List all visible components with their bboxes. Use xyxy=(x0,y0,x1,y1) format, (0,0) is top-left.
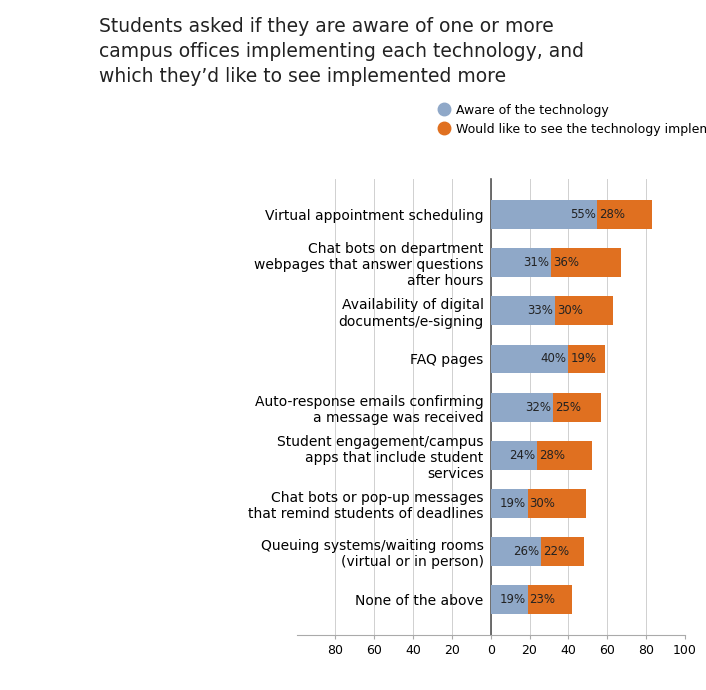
Bar xyxy=(527,489,586,518)
Text: 25%: 25% xyxy=(555,401,581,413)
Text: 19%: 19% xyxy=(499,497,525,510)
Bar xyxy=(491,297,555,325)
Text: 36%: 36% xyxy=(553,256,579,269)
Text: 33%: 33% xyxy=(527,304,553,317)
Text: 40%: 40% xyxy=(540,353,566,366)
Bar xyxy=(491,489,527,518)
Bar xyxy=(555,297,613,325)
Text: Students asked if they are aware of one or more
campus offices implementing each: Students asked if they are aware of one … xyxy=(99,17,584,86)
Bar xyxy=(597,200,652,229)
Text: 30%: 30% xyxy=(530,497,556,510)
Bar xyxy=(527,585,572,614)
Bar xyxy=(491,344,568,373)
Bar xyxy=(491,200,597,229)
Text: 28%: 28% xyxy=(599,208,626,221)
Text: 32%: 32% xyxy=(525,401,551,413)
Text: 30%: 30% xyxy=(556,304,582,317)
Text: 26%: 26% xyxy=(513,545,539,558)
Bar xyxy=(537,441,592,470)
Text: 23%: 23% xyxy=(530,593,556,606)
Bar xyxy=(491,537,542,566)
Bar xyxy=(542,537,584,566)
Text: 28%: 28% xyxy=(539,448,566,462)
Bar xyxy=(491,248,551,277)
Bar xyxy=(568,344,605,373)
Text: 19%: 19% xyxy=(499,593,525,606)
Bar xyxy=(491,585,527,614)
Text: 24%: 24% xyxy=(509,448,535,462)
Text: 55%: 55% xyxy=(570,208,596,221)
Bar xyxy=(553,393,602,422)
Bar xyxy=(551,248,621,277)
Bar xyxy=(491,393,553,422)
Text: 19%: 19% xyxy=(570,353,597,366)
Bar xyxy=(491,441,537,470)
Text: 22%: 22% xyxy=(543,545,569,558)
Legend: Aware of the technology, Would like to see the technology implemented more widel: Aware of the technology, Would like to s… xyxy=(438,104,706,136)
Text: 31%: 31% xyxy=(523,256,549,269)
